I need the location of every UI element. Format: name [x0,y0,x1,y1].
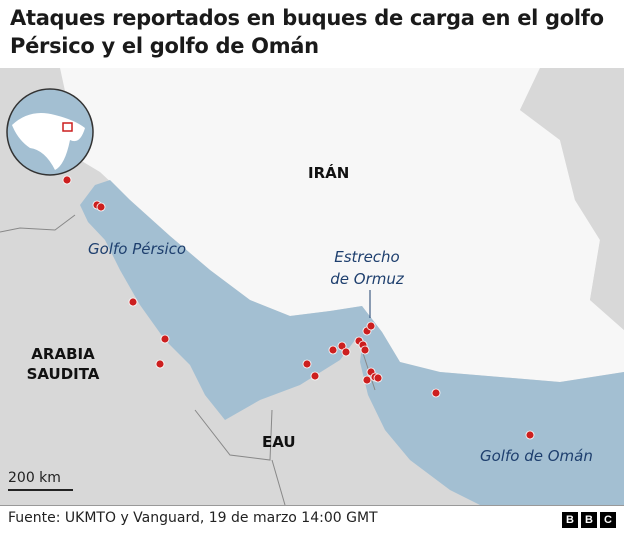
attack-point [360,345,370,355]
east-neighbor-land [520,68,624,330]
label-gulf-of-oman: Golfo de Omán [480,447,593,465]
attack-point [373,373,383,383]
scale-line [8,489,73,491]
map-title: Ataques reportados en buques de carga en… [10,6,604,58]
globe-inset [6,88,94,176]
attack-point [362,375,372,385]
sea [80,180,624,505]
source-text: Fuente: UKMTO y Vanguard, 19 de marzo 14… [8,510,378,526]
scale-bar: 200 km [8,470,73,491]
attack-point [302,359,312,369]
attack-point [62,175,72,185]
attack-point [341,347,351,357]
attack-point [96,202,106,212]
attack-point [431,388,441,398]
iran-land [60,68,624,382]
attack-point [525,430,535,440]
label-hormuz: Estrecho de Ormuz [322,246,412,290]
attack-point [337,341,347,351]
attack-point [128,297,138,307]
footer: Fuente: UKMTO y Vanguard, 19 de marzo 14… [0,505,624,533]
attack-point [328,345,338,355]
hormuz-line1: Estrecho [334,248,400,266]
scale-label: 200 km [8,470,61,486]
attack-points [62,175,535,440]
attack-point [366,321,376,331]
label-uae: EAU [262,433,296,451]
map [0,68,624,505]
inset-location-box [62,122,73,132]
hormuz-line2: de Ormuz [330,270,404,288]
label-iran: IRÁN [308,164,350,182]
label-persian-gulf: Golfo Pérsico [88,240,187,258]
attack-point [310,371,320,381]
attack-point [160,334,170,344]
attack-point [155,359,165,369]
label-saudi-arabia: ARABIA SAUDITA [26,345,100,383]
